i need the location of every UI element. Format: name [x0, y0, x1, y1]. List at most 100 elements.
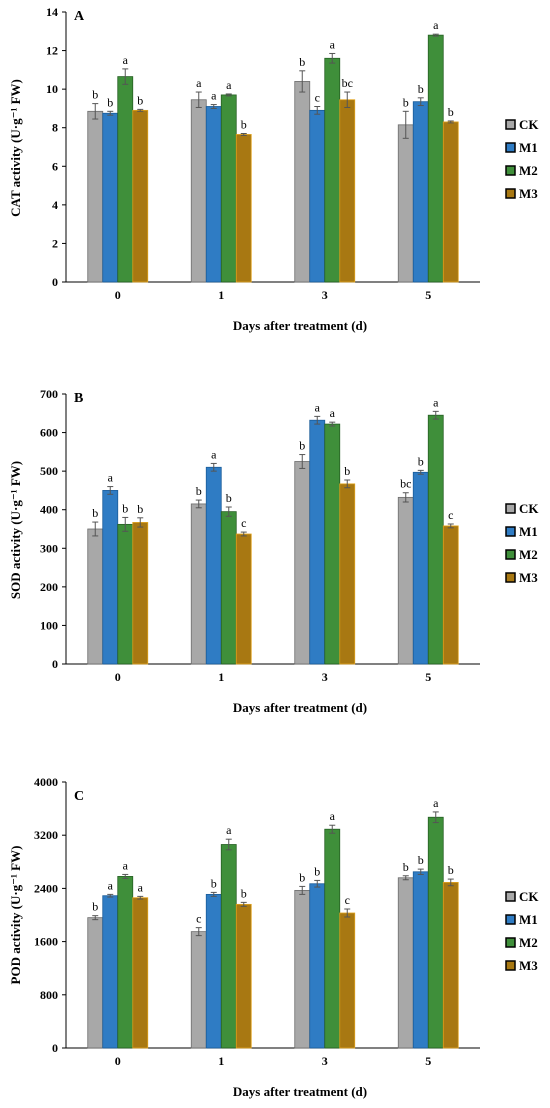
panel-c-bar-ck-day-3 [294, 889, 311, 1049]
panel-c-significance-letter: b [211, 876, 217, 890]
panel-a-significance-letter: a [330, 37, 336, 51]
panel-a-bar-ck-day-0 [87, 110, 104, 283]
panel-c-legend-label-m1: M1 [519, 912, 538, 927]
panel-b-bar-m1-day-1 [205, 466, 222, 665]
panel-c-bar-m3-day-0 [132, 897, 149, 1049]
panel-a-x-tick-label: 3 [322, 288, 328, 302]
panel-a-significance-letter: b [299, 55, 305, 69]
panel-b-y-tick-label: 300 [40, 541, 58, 555]
panel-c-significance-letter: a [138, 880, 144, 894]
panel-b-bar-ck-day-5 [397, 496, 414, 665]
panel-a-y-tick-label: 12 [46, 44, 58, 58]
panel-c-y-tick-label: 800 [40, 988, 58, 1002]
panel-b-significance-letter: c [448, 508, 453, 522]
panel-c-bar-m2-day-5 [427, 816, 444, 1049]
panel-b-bar-m1-day-5 [412, 471, 429, 665]
panel-c-bar-m2-day-3 [324, 828, 341, 1049]
panel-a-legend-label-ck: CK [519, 117, 539, 132]
panel-a-significance-letter: b [92, 88, 98, 102]
panel-b-significance-letter: a [211, 447, 217, 461]
panel-b-legend-label-m2: M2 [519, 547, 538, 562]
panel-a-bar-m1-day-5 [412, 101, 429, 283]
panel-b-label: B [74, 391, 83, 406]
panel-a-y-tick-label: 4 [52, 198, 58, 212]
panel-b-significance-letter: a [108, 471, 114, 485]
panel-b-legend-swatch-m2 [505, 549, 516, 560]
panel-c-bar-ck-day-5 [397, 877, 414, 1049]
panel-c-significance-letter: a [108, 878, 114, 892]
panel-b-bar-m3-day-0 [132, 522, 149, 665]
panel-a-significance-letter: b [107, 95, 113, 109]
panel-b-legend: CK M1 M2 M3 [505, 501, 539, 585]
panel-a-x-axis-title: Days after treatment (d) [233, 318, 367, 333]
panel-c-y-tick-label: 2400 [34, 881, 58, 895]
panel-a-bar-m2-day-3 [324, 57, 341, 283]
panel-c-bar-m2-day-1 [220, 844, 237, 1049]
panel-a-y-tick-label: 6 [52, 159, 58, 173]
panel-b-significance-letter: b [344, 464, 350, 478]
panel-b-bar-m3-day-3 [339, 483, 356, 665]
panel-b-significance-letter: b [196, 484, 202, 498]
panel-c-significance-letter: b [92, 900, 98, 914]
panel-c-significance-letter: b [314, 864, 320, 878]
panel-a-y-tick-label: 10 [46, 82, 58, 96]
panel-a-bar-m3-day-5 [442, 121, 459, 283]
panel-b-bar-m2-day-1 [220, 511, 237, 665]
panel-a-y-tick-label: 14 [46, 5, 58, 19]
panel-c-bar-m3-day-1 [235, 903, 252, 1049]
panel-a-x-tick-label: 1 [218, 288, 224, 302]
panel-a-bar-ck-day-5 [397, 124, 414, 283]
panel-a-label: A [74, 9, 85, 24]
panel-b-significance-letter: a [433, 395, 439, 409]
panel-b-significance-letter: b [226, 491, 232, 505]
panel-c-significance-letter: a [123, 858, 129, 872]
panel-c-bar-ck-day-0 [87, 917, 104, 1049]
panel-a-legend-swatch-m1 [505, 142, 516, 153]
panel-b-bar-m2-day-3 [324, 423, 341, 665]
panel-a-bar-m2-day-5 [427, 34, 444, 283]
panel-b-significance-letter: a [330, 406, 336, 420]
panel-b-bar-ck-day-1 [190, 503, 207, 665]
panel-b-legend-swatch-m1 [505, 526, 516, 537]
panel-c-bar-m1-day-3 [309, 883, 326, 1049]
panel-a-significance-letter: b [418, 82, 424, 96]
panel-a-significance-letter: b [137, 93, 143, 107]
panel-a-legend-label-m1: M1 [519, 140, 538, 155]
panel-a: A Days after treatment (d) CAT activity … [8, 5, 539, 333]
panel-b-bar-m3-day-5 [442, 525, 459, 665]
panel-b-bar-ck-day-0 [87, 528, 104, 665]
panel-c-x-tick-label: 1 [218, 1054, 224, 1068]
panel-a-significance-letter: bc [342, 76, 353, 90]
panel-c-y-axis-title: POD activity (U·g⁻¹ FW) [8, 846, 23, 985]
panel-c-legend-swatch-m1 [505, 914, 516, 925]
panel-c-x-tick-label: 5 [425, 1054, 431, 1068]
panel-a-significance-letter: b [403, 95, 409, 109]
panel-b-legend-label-m3: M3 [519, 570, 538, 585]
panel-a-significance-letter: b [448, 105, 454, 119]
panel-a-bar-m2-day-1 [220, 94, 237, 283]
panel-b-legend-swatch-m3 [505, 572, 516, 583]
panel-c-significance-letter: a [433, 796, 439, 810]
panel-c-bar-m1-day-5 [412, 871, 429, 1049]
panel-a-legend: CK M1 M2 M3 [505, 117, 539, 201]
panel-a-legend-swatch-m3 [505, 188, 516, 199]
panel-c-bar-m3-day-3 [339, 912, 356, 1049]
panel-a-legend-label-m2: M2 [519, 163, 538, 178]
panel-c-bar-m3-day-5 [442, 882, 459, 1049]
panel-b-y-tick-label: 400 [40, 503, 58, 517]
panel-c-legend-swatch-m3 [505, 960, 516, 971]
panel-b-bar-m1-day-3 [309, 419, 326, 665]
panel-c-y-tick-label: 4000 [34, 775, 58, 789]
panel-b-bar-ck-day-3 [294, 461, 311, 665]
panel-c-y-tick-label: 3200 [34, 828, 58, 842]
panel-a-bar-ck-day-3 [294, 81, 311, 283]
panel-b-x-tick-label: 0 [115, 670, 121, 684]
panel-a-legend-label-m3: M3 [519, 186, 538, 201]
panel-c-legend: CK M1 M2 M3 [505, 889, 539, 973]
panel-c: C Days after treatment (d) POD activity … [8, 775, 539, 1099]
panel-a-significance-letter: a [211, 89, 217, 103]
panel-b-y-tick-label: 500 [40, 464, 58, 478]
panel-b-significance-letter: a [315, 400, 321, 414]
